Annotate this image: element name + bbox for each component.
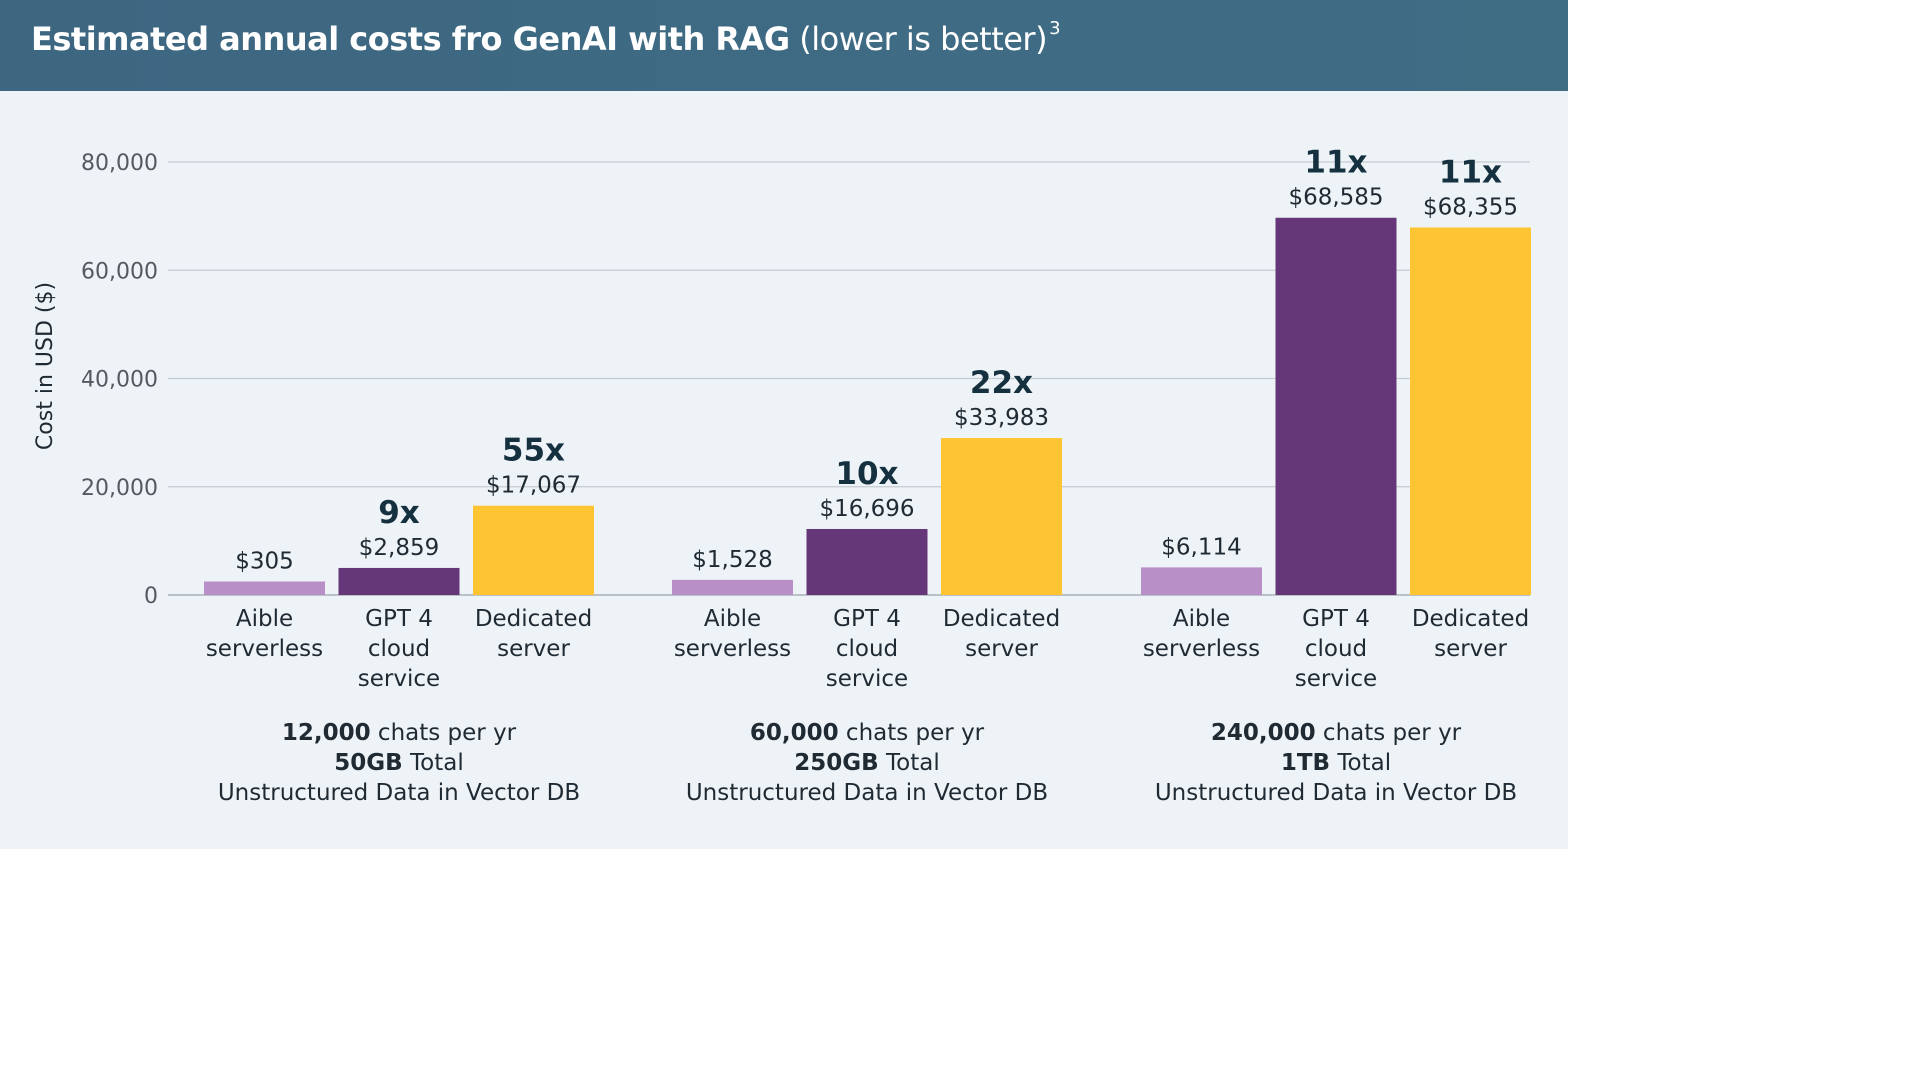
group-data-total: Total xyxy=(1330,750,1391,776)
bar xyxy=(338,567,460,595)
bar xyxy=(1410,227,1531,595)
group-chats-count: 12,000 xyxy=(282,720,371,746)
bar-multiplier-label: 55x xyxy=(502,433,565,469)
bar xyxy=(1275,217,1397,595)
category-label: GPT 4 xyxy=(833,606,901,632)
category-label: Dedicated xyxy=(943,606,1060,632)
bar xyxy=(473,505,594,595)
category-label: GPT 4 xyxy=(365,606,433,632)
y-tick-label: 0 xyxy=(144,584,158,609)
y-tick-label: 20,000 xyxy=(81,476,158,501)
bar xyxy=(1141,567,1262,595)
bar-value-label: $68,355 xyxy=(1423,194,1518,220)
category-label: Aible xyxy=(236,606,293,632)
group-data-size: 250GB xyxy=(794,750,878,776)
bar-value-label: $305 xyxy=(235,548,294,574)
group-caption-line1: 240,000 chats per yr xyxy=(1211,720,1462,746)
bar xyxy=(941,438,1062,595)
category-label: server xyxy=(965,636,1038,662)
category-label: Dedicated xyxy=(1412,606,1529,632)
title-footnote: 3 xyxy=(1049,18,1061,40)
group-caption-line1: 60,000 chats per yr xyxy=(750,720,985,746)
category-label: server xyxy=(497,636,570,662)
bar-value-label: $17,067 xyxy=(486,473,581,499)
category-label: cloud xyxy=(368,636,430,662)
bar-multiplier-label: 11x xyxy=(1304,145,1367,181)
category-label: service xyxy=(358,666,440,692)
group-data-size: 1TB xyxy=(1281,750,1330,776)
group-data-total: Total xyxy=(879,750,940,776)
bar xyxy=(204,581,325,595)
bar-multiplier-label: 10x xyxy=(835,456,898,492)
group-caption-line2: 1TB Total xyxy=(1281,750,1391,776)
bar xyxy=(672,579,793,595)
category-label: serverless xyxy=(206,636,323,662)
title-subtitle: (lower is better) xyxy=(799,20,1048,58)
group-caption-line2: 50GB Total xyxy=(334,750,463,776)
bar-value-label: $6,114 xyxy=(1161,534,1241,560)
y-tick-label: 60,000 xyxy=(81,259,158,284)
bar-multiplier-label: 11x xyxy=(1439,154,1502,190)
group-caption-line3: Unstructured Data in Vector DB xyxy=(218,780,580,806)
group-data-total: Total xyxy=(403,750,464,776)
category-label: server xyxy=(1434,636,1507,662)
page-title: Estimated annual costs fro GenAI with RA… xyxy=(31,18,1061,58)
bar-value-label: $68,585 xyxy=(1288,185,1383,211)
bar-chart: 0 20,000 40,000 60,000 80,000 Cost in USD ($)… xyxy=(33,145,1531,806)
group-caption-line3: Unstructured Data in Vector DB xyxy=(686,780,1048,806)
header-banner: Estimated annual costs fro GenAI with RA… xyxy=(0,0,1568,91)
category-label: Aible xyxy=(1173,606,1230,632)
y-tick-label: 40,000 xyxy=(81,368,158,393)
group-chats-count: 60,000 xyxy=(750,720,839,746)
category-label: GPT 4 xyxy=(1302,606,1370,632)
group-chats-count: 240,000 xyxy=(1211,720,1316,746)
bar-value-label: $2,859 xyxy=(359,535,439,561)
bar-multiplier-label: 22x xyxy=(970,365,1033,401)
category-label: cloud xyxy=(1305,636,1367,662)
y-tick-label: 80,000 xyxy=(81,151,158,176)
category-label: cloud xyxy=(836,636,898,662)
group-caption-line1: 12,000 chats per yr xyxy=(282,720,517,746)
group-chats-unit: chats per yr xyxy=(839,720,985,746)
category-label: service xyxy=(826,666,908,692)
bar xyxy=(806,528,928,595)
category-label: serverless xyxy=(1143,636,1260,662)
category-label: service xyxy=(1295,666,1377,692)
group-chats-unit: chats per yr xyxy=(1316,720,1462,746)
bar-value-label: $16,696 xyxy=(819,496,914,522)
category-label: Dedicated xyxy=(475,606,592,632)
y-axis-label: Cost in USD ($) xyxy=(33,282,58,450)
bar-value-label: $33,983 xyxy=(954,405,1049,431)
bar-value-label: $1,528 xyxy=(692,547,772,573)
group-chats-unit: chats per yr xyxy=(371,720,517,746)
title-main: Estimated annual costs fro GenAI with RA… xyxy=(31,20,790,58)
group-data-size: 50GB xyxy=(334,750,402,776)
bar-multiplier-label: 9x xyxy=(378,495,420,531)
group-caption-line2: 250GB Total xyxy=(794,750,939,776)
category-label: Aible xyxy=(704,606,761,632)
category-label: serverless xyxy=(674,636,791,662)
group-caption-line3: Unstructured Data in Vector DB xyxy=(1155,780,1517,806)
